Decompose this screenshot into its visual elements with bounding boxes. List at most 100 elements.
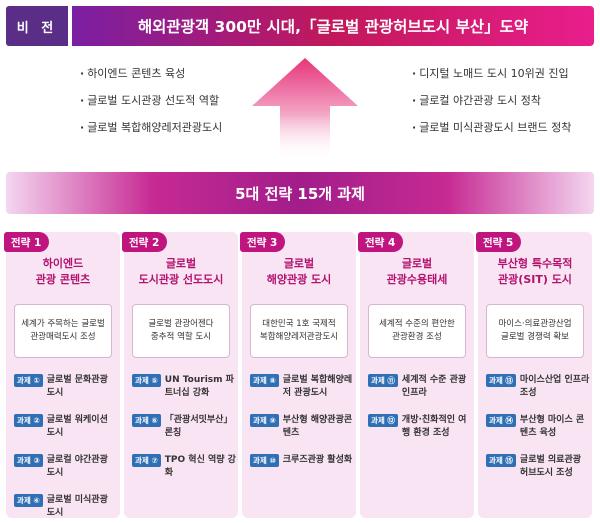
task-item: 과제 ⑬ 마이스산업 인프라 조성 [486,374,590,400]
strategy-tag: 전략 3 [240,232,286,252]
task-item: 과제 ⑨ 부산형 해양관광콘텐츠 [250,414,354,440]
strategy-column-4: 전략 4 글로벌 관광수용태세 세계적 수준의 편안한 관광환경 조성 과제 ⑪… [358,232,474,518]
task-badge: 과제 ⑭ [486,414,516,427]
strategy-title-line: 글로벌 [401,257,433,270]
up-arrow-icon [250,56,360,160]
strategy-title-line: 해양관광 도시 [266,273,332,286]
vision-row: 비 전 해외관광객 300만 시대,「글로벌 관광허브도시 부산」도약 [6,6,594,46]
desc-line: 세계가 주목하는 글로벌 [21,319,105,329]
task-text: TPO 혁신 역량 강화 [164,455,236,478]
desc-line: 마이스·의료관광산업 [498,319,572,329]
strategy-title: 글로벌 도시관광 선도도시 [124,256,238,288]
strategy-column-5: 전략 5 부산형 특수목적 관광(SIT) 도시 마이스·의료관광산업 글로벌 … [476,232,592,518]
desc-line: 글로벌 경쟁력 확보 [501,332,569,342]
strategy-column-3: 전략 3 글로벌 해양관광 도시 대한민국 1호 국제적 복합해양레저관광도시 … [240,232,356,518]
task-text: 크루즈관광 활성화 [282,455,353,465]
task-badge: 과제 ⑫ [368,414,398,427]
strategy-tag: 전략 4 [358,232,404,252]
task-list: 과제 ⑤ UN Tourism 파트너십 강화 과제 ⑥ 「관광서밋부산」 론칭 과… [132,374,236,494]
task-text: 글로벌 의료관광 허브도시 조성 [519,455,582,478]
strategy-title-line: 글로벌 [283,257,315,270]
strategy-title-line: 글로벌 [165,257,197,270]
strategy-tag: 전략 5 [476,232,522,252]
strategy-description: 세계가 주목하는 글로벌 관광매력도시 조성 [14,304,112,358]
strategy-title: 부산형 특수목적 관광(SIT) 도시 [478,256,592,288]
strategy-column-2: 전략 2 글로벌 도시관광 선도도시 글로벌 관광어젠다 중추적 역할 도시 과… [122,232,238,518]
vision-label: 비 전 [6,6,68,46]
strategy-description: 대한민국 1호 국제적 복합해양레저관광도시 [250,304,348,358]
strategy-title: 글로벌 관광수용태세 [360,256,474,288]
task-badge: 과제 ⑩ [250,454,279,467]
goal-item: 글로벌 도시관광 선도적 역할 [80,91,222,118]
desc-line: 관광매력도시 조성 [30,332,96,342]
task-text: 글로벌 문화관광 도시 [46,375,108,398]
task-badge: 과제 ⑮ [486,454,516,467]
strategy-title-line: 관광(SIT) 도시 [498,273,572,286]
task-text: 부산형 해양관광콘텐츠 [282,415,353,438]
task-item: 과제 ③ 글로컬 야간관광 도시 [14,454,118,480]
task-badge: 과제 ⑧ [250,374,279,387]
task-item: 과제 ⑥ 「관광서밋부산」 론칭 [132,414,236,440]
strategy-title-line: 관광수용태세 [386,273,448,286]
goal-item: 디지털 노매드 도시 10위권 진입 [412,64,571,91]
task-text: 글로벌 미식관광 도시 [46,495,108,518]
task-item: 과제 ⑫ 개방·친화적인 여행 환경 조성 [368,414,472,440]
task-list: 과제 ⑪ 세계적 수준 관광 인프라 과제 ⑫ 개방·친화적인 여행 환경 조성 [368,374,472,454]
task-item: 과제 ④ 글로벌 미식관광 도시 [14,494,118,520]
task-item: 과제 ⑩ 크루즈관광 활성화 [250,454,354,467]
strategy-banner: 5대 전략 15개 과제 [6,172,594,214]
task-item: 과제 ⑭ 부산형 마이스 콘텐츠 육성 [486,414,590,440]
goals-left-list: 하이엔드 콘텐츠 육성 글로벌 도시관광 선도적 역할 글로벌 복합해양레저관광… [80,64,222,145]
desc-line: 중추적 역할 도시 [150,332,212,342]
task-badge: 과제 ⑤ [132,374,161,387]
task-text: 글로벌 복합해양레저 관광도시 [282,375,353,398]
task-text: 개방·친화적인 여행 환경 조성 [401,415,467,438]
task-list: 과제 ① 글로벌 문화관광 도시 과제 ② 글로벌 워케이션 도시 과제 ③ 글로컬 … [14,374,118,523]
goal-item: 글로벌 미식관광도시 브랜드 정착 [412,118,571,145]
strategy-tag: 전략 1 [4,232,50,252]
task-item: 과제 ② 글로벌 워케이션 도시 [14,414,118,440]
goal-item: 하이엔드 콘텐츠 육성 [80,64,222,91]
task-badge: 과제 ① [14,374,43,387]
task-item: 과제 ⑦ TPO 혁신 역량 강화 [132,454,236,480]
task-text: 글로벌 워케이션 도시 [46,415,108,438]
strategy-title: 글로벌 해양관광 도시 [242,256,356,288]
strategy-title-line: 하이엔드 [42,257,84,270]
desc-line: 복합해양레저관광도시 [259,332,339,342]
task-text: 「관광서밋부산」 론칭 [164,415,233,438]
goals-right-list: 디지털 노매드 도시 10위권 진입 글로컬 야간관광 도시 정착 글로벌 미식… [412,64,571,145]
task-item: 과제 ⑮ 글로벌 의료관광 허브도시 조성 [486,454,590,480]
task-item: 과제 ① 글로벌 문화관광 도시 [14,374,118,400]
strategy-description: 세계적 수준의 편안한 관광환경 조성 [368,304,466,358]
task-badge: 과제 ② [14,414,43,427]
strategy-description: 마이스·의료관광산업 글로벌 경쟁력 확보 [486,304,584,358]
strategy-description: 글로벌 관광어젠다 중추적 역할 도시 [132,304,230,358]
strategy-title-line: 부산형 특수목적 [497,257,573,270]
goal-item: 글로컬 야간관광 도시 정착 [412,91,571,118]
desc-line: 글로벌 관광어젠다 [148,319,214,329]
task-badge: 과제 ⑥ [132,414,161,427]
task-item: 과제 ⑧ 글로벌 복합해양레저 관광도시 [250,374,354,400]
task-list: 과제 ⑧ 글로벌 복합해양레저 관광도시 과제 ⑨ 부산형 해양관광콘텐츠 과제 ⑩… [250,374,354,481]
task-badge: 과제 ⑨ [250,414,279,427]
task-text: 부산형 마이스 콘텐츠 육성 [519,415,585,438]
desc-line: 관광환경 조성 [392,332,442,342]
task-text: 세계적 수준 관광 인프라 [401,375,467,398]
task-badge: 과제 ⑪ [368,374,398,387]
goal-item: 글로벌 복합해양레저관광도시 [80,118,222,145]
desc-line: 세계적 수준의 편안한 [379,319,455,329]
task-item: 과제 ⑪ 세계적 수준 관광 인프라 [368,374,472,400]
task-text: 글로컬 야간관광 도시 [46,455,108,478]
strategy-title-line: 도시관광 선도도시 [138,273,224,286]
strategy-tag: 전략 2 [122,232,168,252]
strategy-title: 하이엔드 관광 콘텐츠 [6,256,120,288]
strategy-column-1: 전략 1 하이엔드 관광 콘텐츠 세계가 주목하는 글로벌 관광매력도시 조성 … [4,232,120,518]
task-badge: 과제 ④ [14,494,43,507]
task-badge: 과제 ⑬ [486,374,516,387]
task-item: 과제 ⑤ UN Tourism 파트너십 강화 [132,374,236,400]
task-badge: 과제 ③ [14,454,43,467]
task-badge: 과제 ⑦ [132,454,161,467]
desc-line: 대한민국 1호 국제적 [262,319,336,329]
task-text: 마이스산업 인프라 조성 [519,375,590,398]
task-text: UN Tourism 파트너십 강화 [164,375,234,398]
